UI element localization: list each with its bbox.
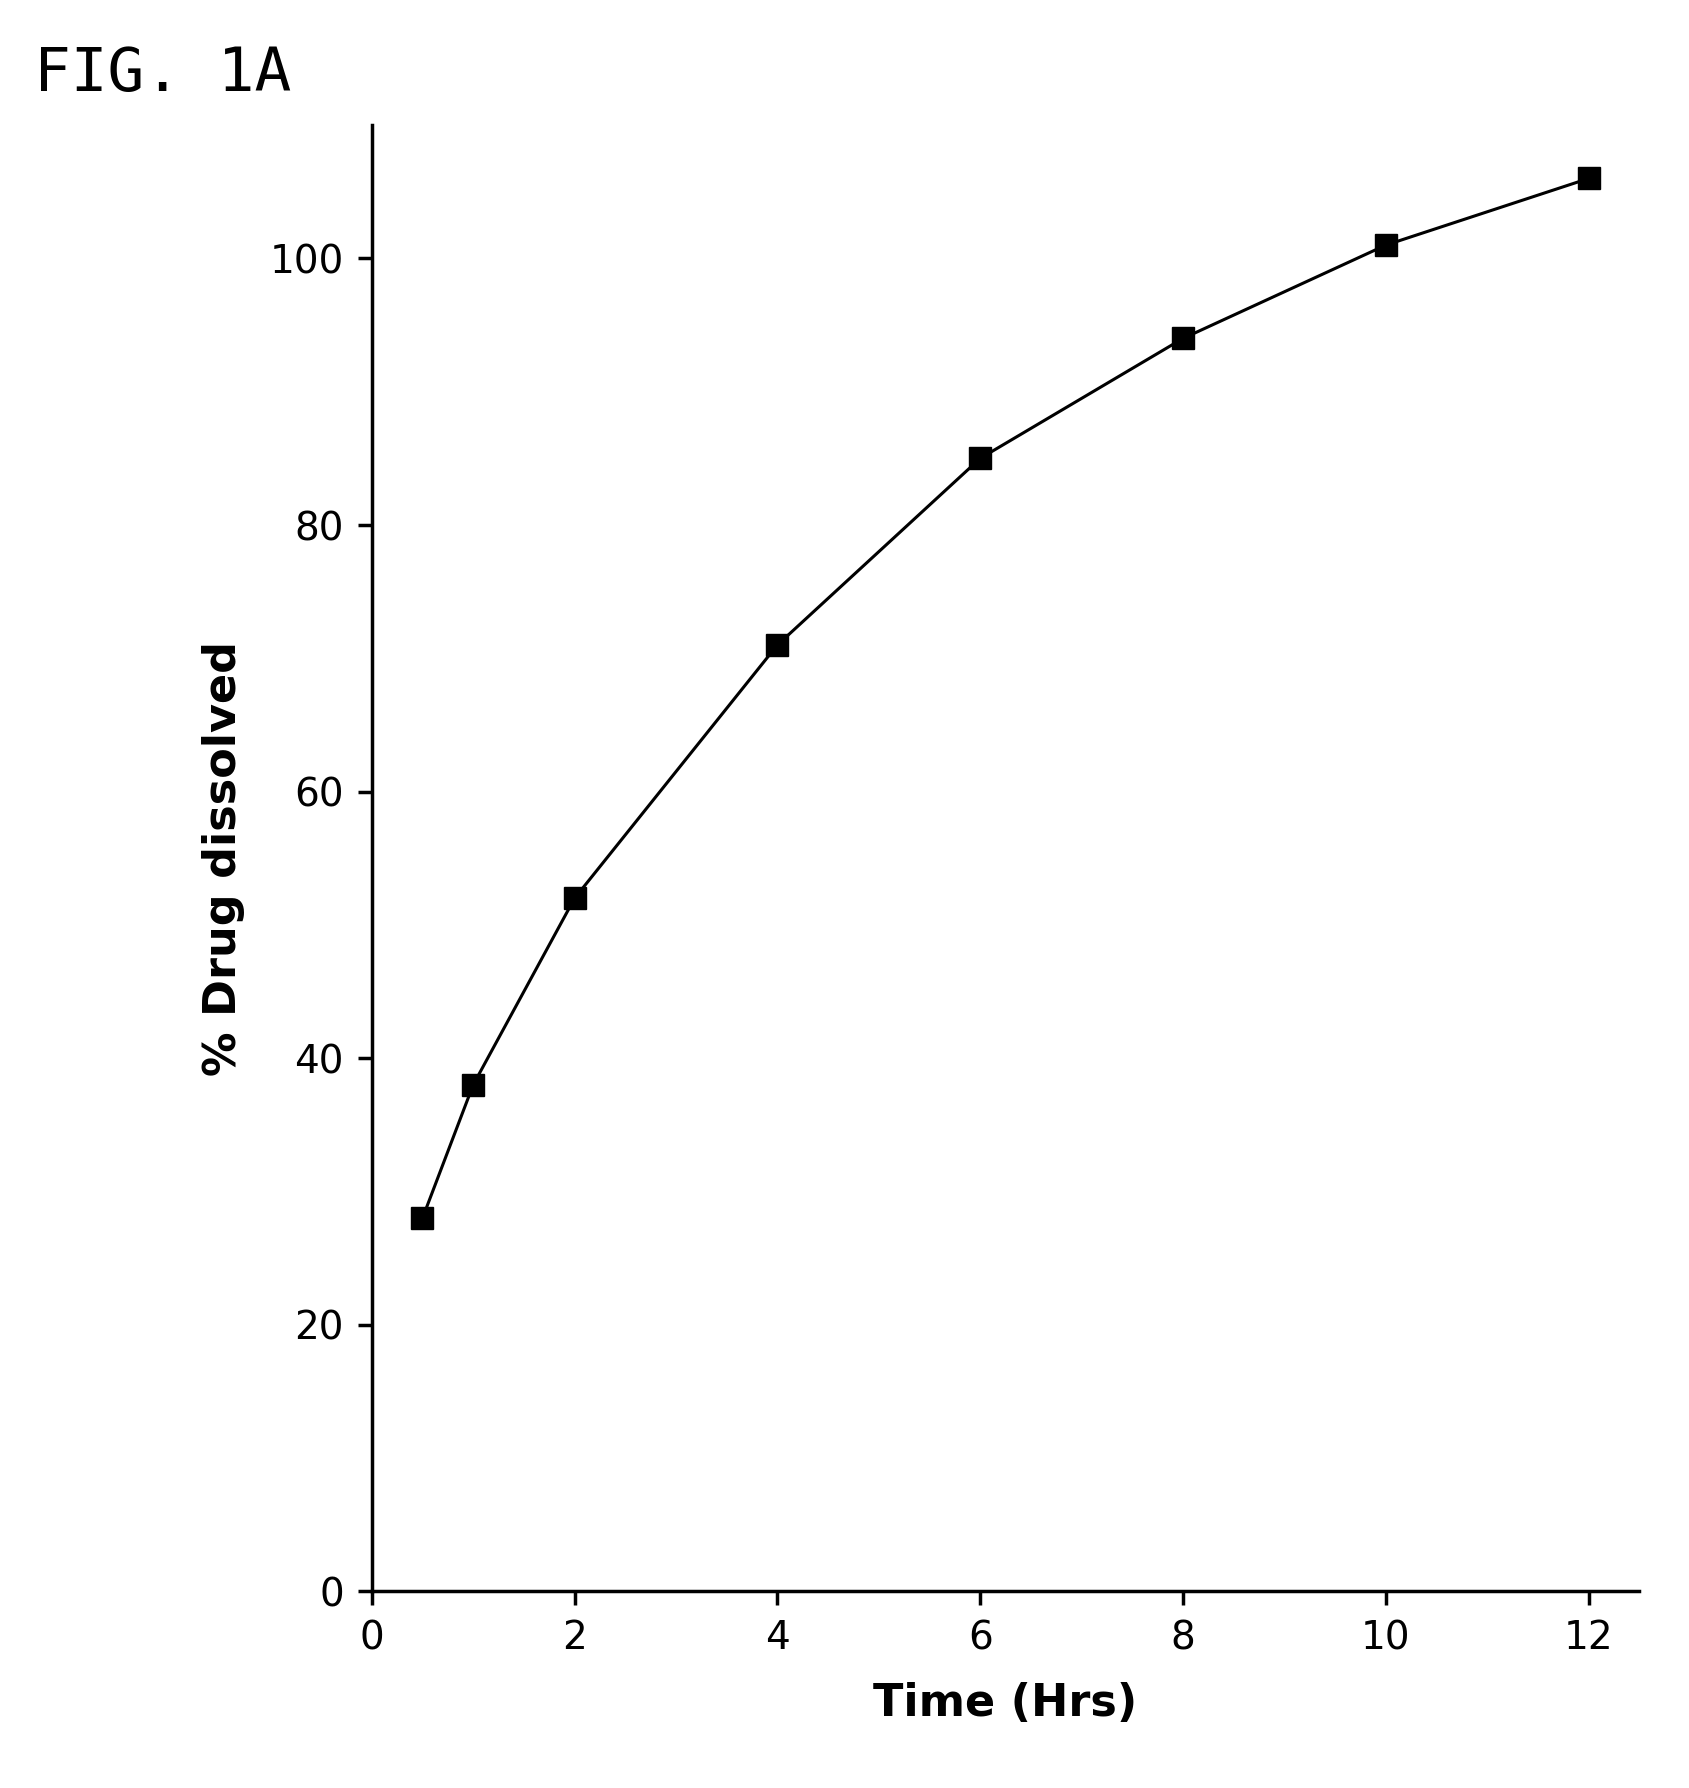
- X-axis label: Time (Hrs): Time (Hrs): [873, 1683, 1137, 1725]
- Text: FIG. 1A: FIG. 1A: [34, 45, 291, 104]
- Y-axis label: % Drug dissolved: % Drug dissolved: [201, 640, 245, 1076]
